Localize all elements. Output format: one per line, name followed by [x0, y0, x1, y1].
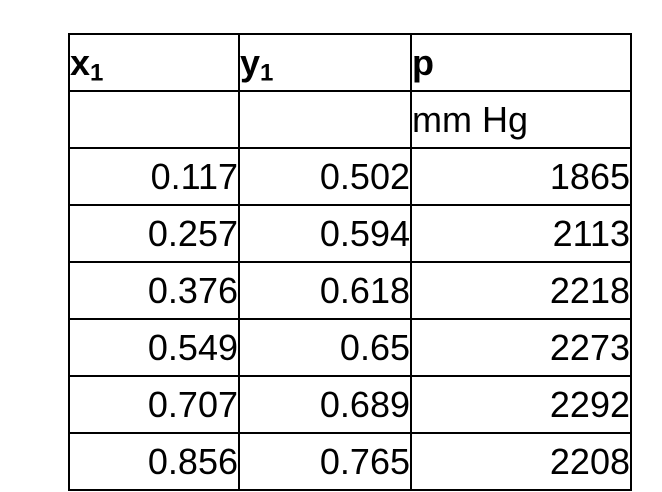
- table-row: 0.257 0.594 2113: [68, 204, 632, 263]
- header-y1-subscript: 1: [260, 58, 274, 86]
- data-cell-y1: 0.765: [238, 432, 412, 491]
- data-cell-y1: 0.594: [238, 204, 412, 263]
- data-cell-y1: 0.689: [238, 375, 412, 434]
- units-cell-p: mm Hg: [410, 90, 632, 149]
- header-x1-base: x: [70, 41, 91, 83]
- header-cell-y1: y1: [238, 33, 412, 92]
- table-row: 0.856 0.765 2208: [68, 432, 632, 491]
- header-y1-base: y: [240, 41, 261, 83]
- data-cell-p: 2113: [410, 204, 632, 263]
- data-cell-p: 2292: [410, 375, 632, 434]
- units-cell-x1: [68, 90, 240, 149]
- data-cell-p: 2218: [410, 261, 632, 320]
- table-row: 0.707 0.689 2292: [68, 375, 632, 434]
- data-cell-p: 2208: [410, 432, 632, 491]
- header-x1-subscript: 1: [90, 58, 104, 86]
- table-row: 0.117 0.502 1865: [68, 147, 632, 206]
- header-row: x1 y1 p: [68, 33, 632, 92]
- header-cell-p: p: [410, 33, 632, 92]
- data-cell-y1: 0.618: [238, 261, 412, 320]
- header-cell-x1: x1: [68, 33, 240, 92]
- data-cell-p: 2273: [410, 318, 632, 377]
- data-cell-x1: 0.707: [68, 375, 240, 434]
- data-cell-y1: 0.65: [238, 318, 412, 377]
- data-cell-x1: 0.257: [68, 204, 240, 263]
- vle-data-table: x1 y1 p mm Hg 0.117 0.502 1865 0.257 0.5…: [68, 33, 632, 491]
- header-p-base: p: [412, 41, 434, 83]
- data-cell-x1: 0.856: [68, 432, 240, 491]
- data-cell-x1: 0.549: [68, 318, 240, 377]
- units-row: mm Hg: [68, 90, 632, 149]
- units-cell-y1: [238, 90, 412, 149]
- data-cell-x1: 0.117: [68, 147, 240, 206]
- table-row: 0.376 0.618 2218: [68, 261, 632, 320]
- data-cell-y1: 0.502: [238, 147, 412, 206]
- data-cell-p: 1865: [410, 147, 632, 206]
- vle-data-table-container: x1 y1 p mm Hg 0.117 0.502 1865 0.257 0.5…: [68, 33, 632, 491]
- data-cell-x1: 0.376: [68, 261, 240, 320]
- table-row: 0.549 0.65 2273: [68, 318, 632, 377]
